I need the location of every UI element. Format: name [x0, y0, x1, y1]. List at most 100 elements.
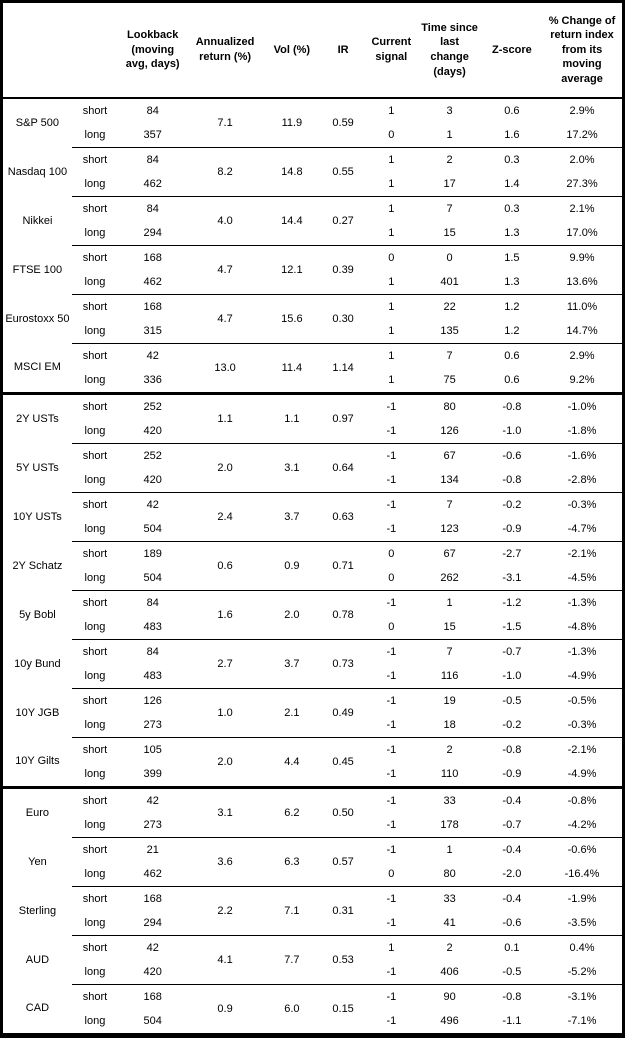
side-label: short	[71, 343, 119, 368]
signal-value: 1	[388, 324, 395, 337]
time-since-value: 0	[417, 245, 482, 270]
time-since-value: 3	[446, 104, 453, 117]
ir-value: 0.45	[321, 737, 366, 788]
signal-value: -1	[386, 522, 397, 535]
zscore-value: -0.2	[481, 492, 543, 517]
zscore-value: -0.5	[502, 965, 522, 978]
time-since-value: 134	[440, 473, 459, 486]
header-ir: IR	[321, 1, 366, 99]
annualized-return-value: 8.2	[187, 147, 263, 197]
zscore-value: 1.5	[481, 245, 543, 270]
annualized-return-value: 2.0	[187, 443, 263, 493]
zscore-value: -1.0	[502, 424, 522, 437]
lookback-value: 105	[118, 737, 188, 762]
side-label: long	[84, 1014, 106, 1027]
asset-name: 10Y USTs	[13, 510, 62, 523]
asset-name: 10y Bund	[14, 657, 61, 670]
side-label: long	[84, 226, 106, 239]
side-label: long	[84, 767, 106, 780]
lookback-value: 399	[143, 767, 162, 780]
signal-value: 1	[388, 177, 395, 190]
signal-value: 1	[388, 275, 395, 288]
zscore-value: -0.6	[502, 916, 522, 929]
asset-name: 2Y USTs	[1, 392, 72, 444]
vol-value: 2.1	[262, 688, 321, 738]
table-row: long 483 0 15 -1.5 -4.8%	[2, 615, 624, 640]
zscore-value: -0.7	[502, 818, 522, 831]
pct-change-value: 9.2%	[569, 373, 595, 386]
pct-change-value: -1.8%	[567, 424, 597, 437]
table-row: long 294 1 15 1.3 17.0%	[2, 221, 624, 246]
time-since-value: 7	[417, 196, 482, 221]
time-since-value: 22	[417, 294, 482, 319]
vol-value: 11.9	[281, 116, 303, 129]
header-time-since-change: Time since last change (days)	[417, 1, 482, 99]
side-label: long	[84, 620, 106, 633]
ir-value: 0.30	[321, 294, 366, 344]
time-since-value: 33	[417, 786, 482, 813]
signal-value: -1	[386, 718, 397, 731]
signal-value: -1	[365, 984, 418, 1009]
table-row: long 294 -1 41 -0.6 -3.5%	[2, 911, 624, 936]
pct-change-value: -1.6%	[542, 443, 624, 468]
header-vol: Vol (%)	[262, 1, 321, 99]
signal-value: -1	[386, 767, 397, 780]
signal-value: -1	[386, 916, 397, 929]
annualized-return-value: 4.7	[187, 245, 263, 295]
signal-value: 0	[365, 245, 418, 270]
annualized-return-value: 0.6	[187, 541, 263, 591]
pct-change-value: 2.0%	[542, 147, 624, 172]
annualized-return-value: 7.1	[217, 116, 233, 129]
side-label: short	[71, 590, 119, 615]
annualized-return-value: 1.6	[187, 590, 263, 640]
signal-value: -1	[365, 688, 418, 713]
side-label: short	[71, 541, 119, 566]
vol-value: 11.4	[262, 343, 321, 394]
table-row: Nasdaq 100 short 84 8.2 14.8 0.55 1 2 0.3 2.0%	[2, 147, 624, 197]
ir-value: 0.78	[321, 590, 366, 640]
zscore-value: -1.2	[481, 590, 543, 615]
table-row: Eurostoxx 50 short 168 4.7 15.6 0.30 1 22 1.2 11.…	[2, 294, 624, 344]
lookback-value: 294	[143, 916, 162, 929]
table-row: long 504 0 262 -3.1 -4.5%	[2, 566, 624, 591]
vol-value: 4.4	[262, 737, 321, 788]
zscore-value: 0.3	[481, 147, 543, 172]
side-label: long	[84, 275, 106, 288]
pct-change-value: 14.7%	[566, 324, 598, 337]
zscore-value: -0.4	[481, 837, 543, 862]
lookback-value: 252	[118, 443, 188, 468]
lookback-value: 273	[143, 718, 162, 731]
vol-value: 3.1	[262, 443, 321, 493]
annualized-return-value: 4.7	[187, 294, 263, 344]
table-row: S&P 500 short 84 7.1 11.9 0.59 1 3 0.6 2.9%	[2, 98, 624, 129]
pct-change-value: -4.7%	[567, 522, 597, 535]
signal-value: -1	[386, 1014, 397, 1027]
pct-change-value: -1.9%	[542, 886, 624, 911]
signal-value: -1	[365, 639, 418, 664]
side-label: short	[71, 392, 119, 419]
side-label: long	[84, 324, 106, 337]
table-row: long 273 -1 18 -0.2 -0.3%	[2, 713, 624, 738]
table-row: AUD short 42 4.1 7.7 0.53 1 2 0.1 0.4%	[2, 935, 624, 985]
lookback-value: 504	[143, 522, 162, 535]
pct-change-value: -3.1%	[542, 984, 624, 1009]
signal-value: 1	[365, 147, 418, 172]
table-row: 2Y USTs short 252 1.1 1.1 0.97 -1 80 -0.8 -1.0%	[1, 392, 624, 444]
pct-change-value: -0.8%	[542, 786, 624, 813]
pct-change-value: -1.3%	[542, 639, 624, 664]
lookback-value: 168	[118, 245, 188, 270]
lookback-value: 336	[143, 373, 162, 386]
zscore-value: -3.1	[502, 571, 522, 584]
time-since-value: 2	[417, 935, 482, 960]
table-row: 2Y Schatz short 189 0.6 0.9 0.71 0 67 -2.7 -2.1%	[2, 541, 624, 591]
time-since-value: 2	[417, 147, 482, 172]
annualized-return-value: 1.0	[187, 688, 263, 738]
side-label: long	[84, 916, 106, 929]
zscore-value: 0.3	[481, 196, 543, 221]
vol-value: 3.7	[262, 639, 321, 689]
signal-value: -1	[386, 424, 397, 437]
zscore-value: -0.6	[481, 443, 543, 468]
vol-value: 7.7	[262, 935, 321, 985]
zscore-value: 1.4	[504, 177, 520, 190]
lookback-value: 126	[118, 688, 188, 713]
